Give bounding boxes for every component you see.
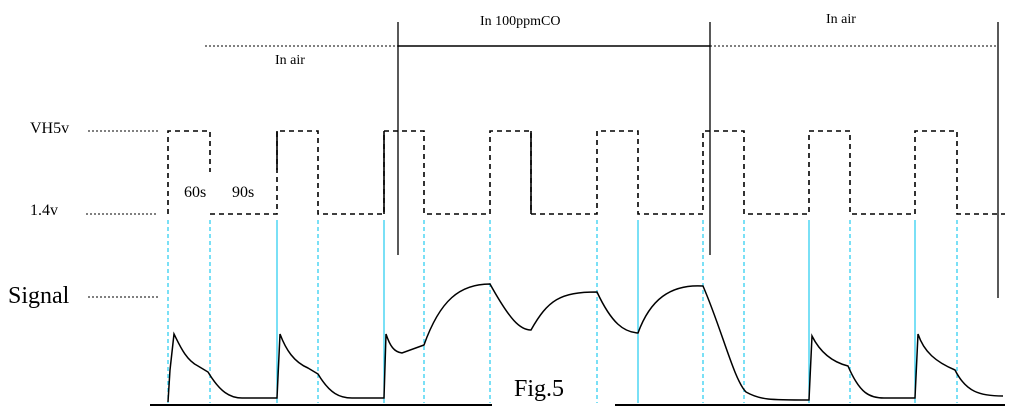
vl-label: 1.4v <box>30 202 58 219</box>
time-label-high: 60s <box>184 184 207 201</box>
reference-lines <box>86 130 158 298</box>
cyan-markers <box>167 220 958 403</box>
sensor-signal-waveform <box>167 283 1004 403</box>
signal-label: Signal <box>8 283 70 309</box>
phase-label-air-2: In air <box>826 12 856 27</box>
figure-caption: Fig.5 <box>514 376 565 402</box>
heater-voltage-waveform <box>167 130 1005 215</box>
phase-lines <box>205 22 999 298</box>
time-label-low: 90s <box>232 184 255 201</box>
heater-solid-edges <box>276 131 532 214</box>
phase-label-co: In 100ppmCO <box>480 14 561 29</box>
vh-label: VH5v <box>30 120 70 137</box>
phase-label-air-1: In air <box>275 53 305 68</box>
